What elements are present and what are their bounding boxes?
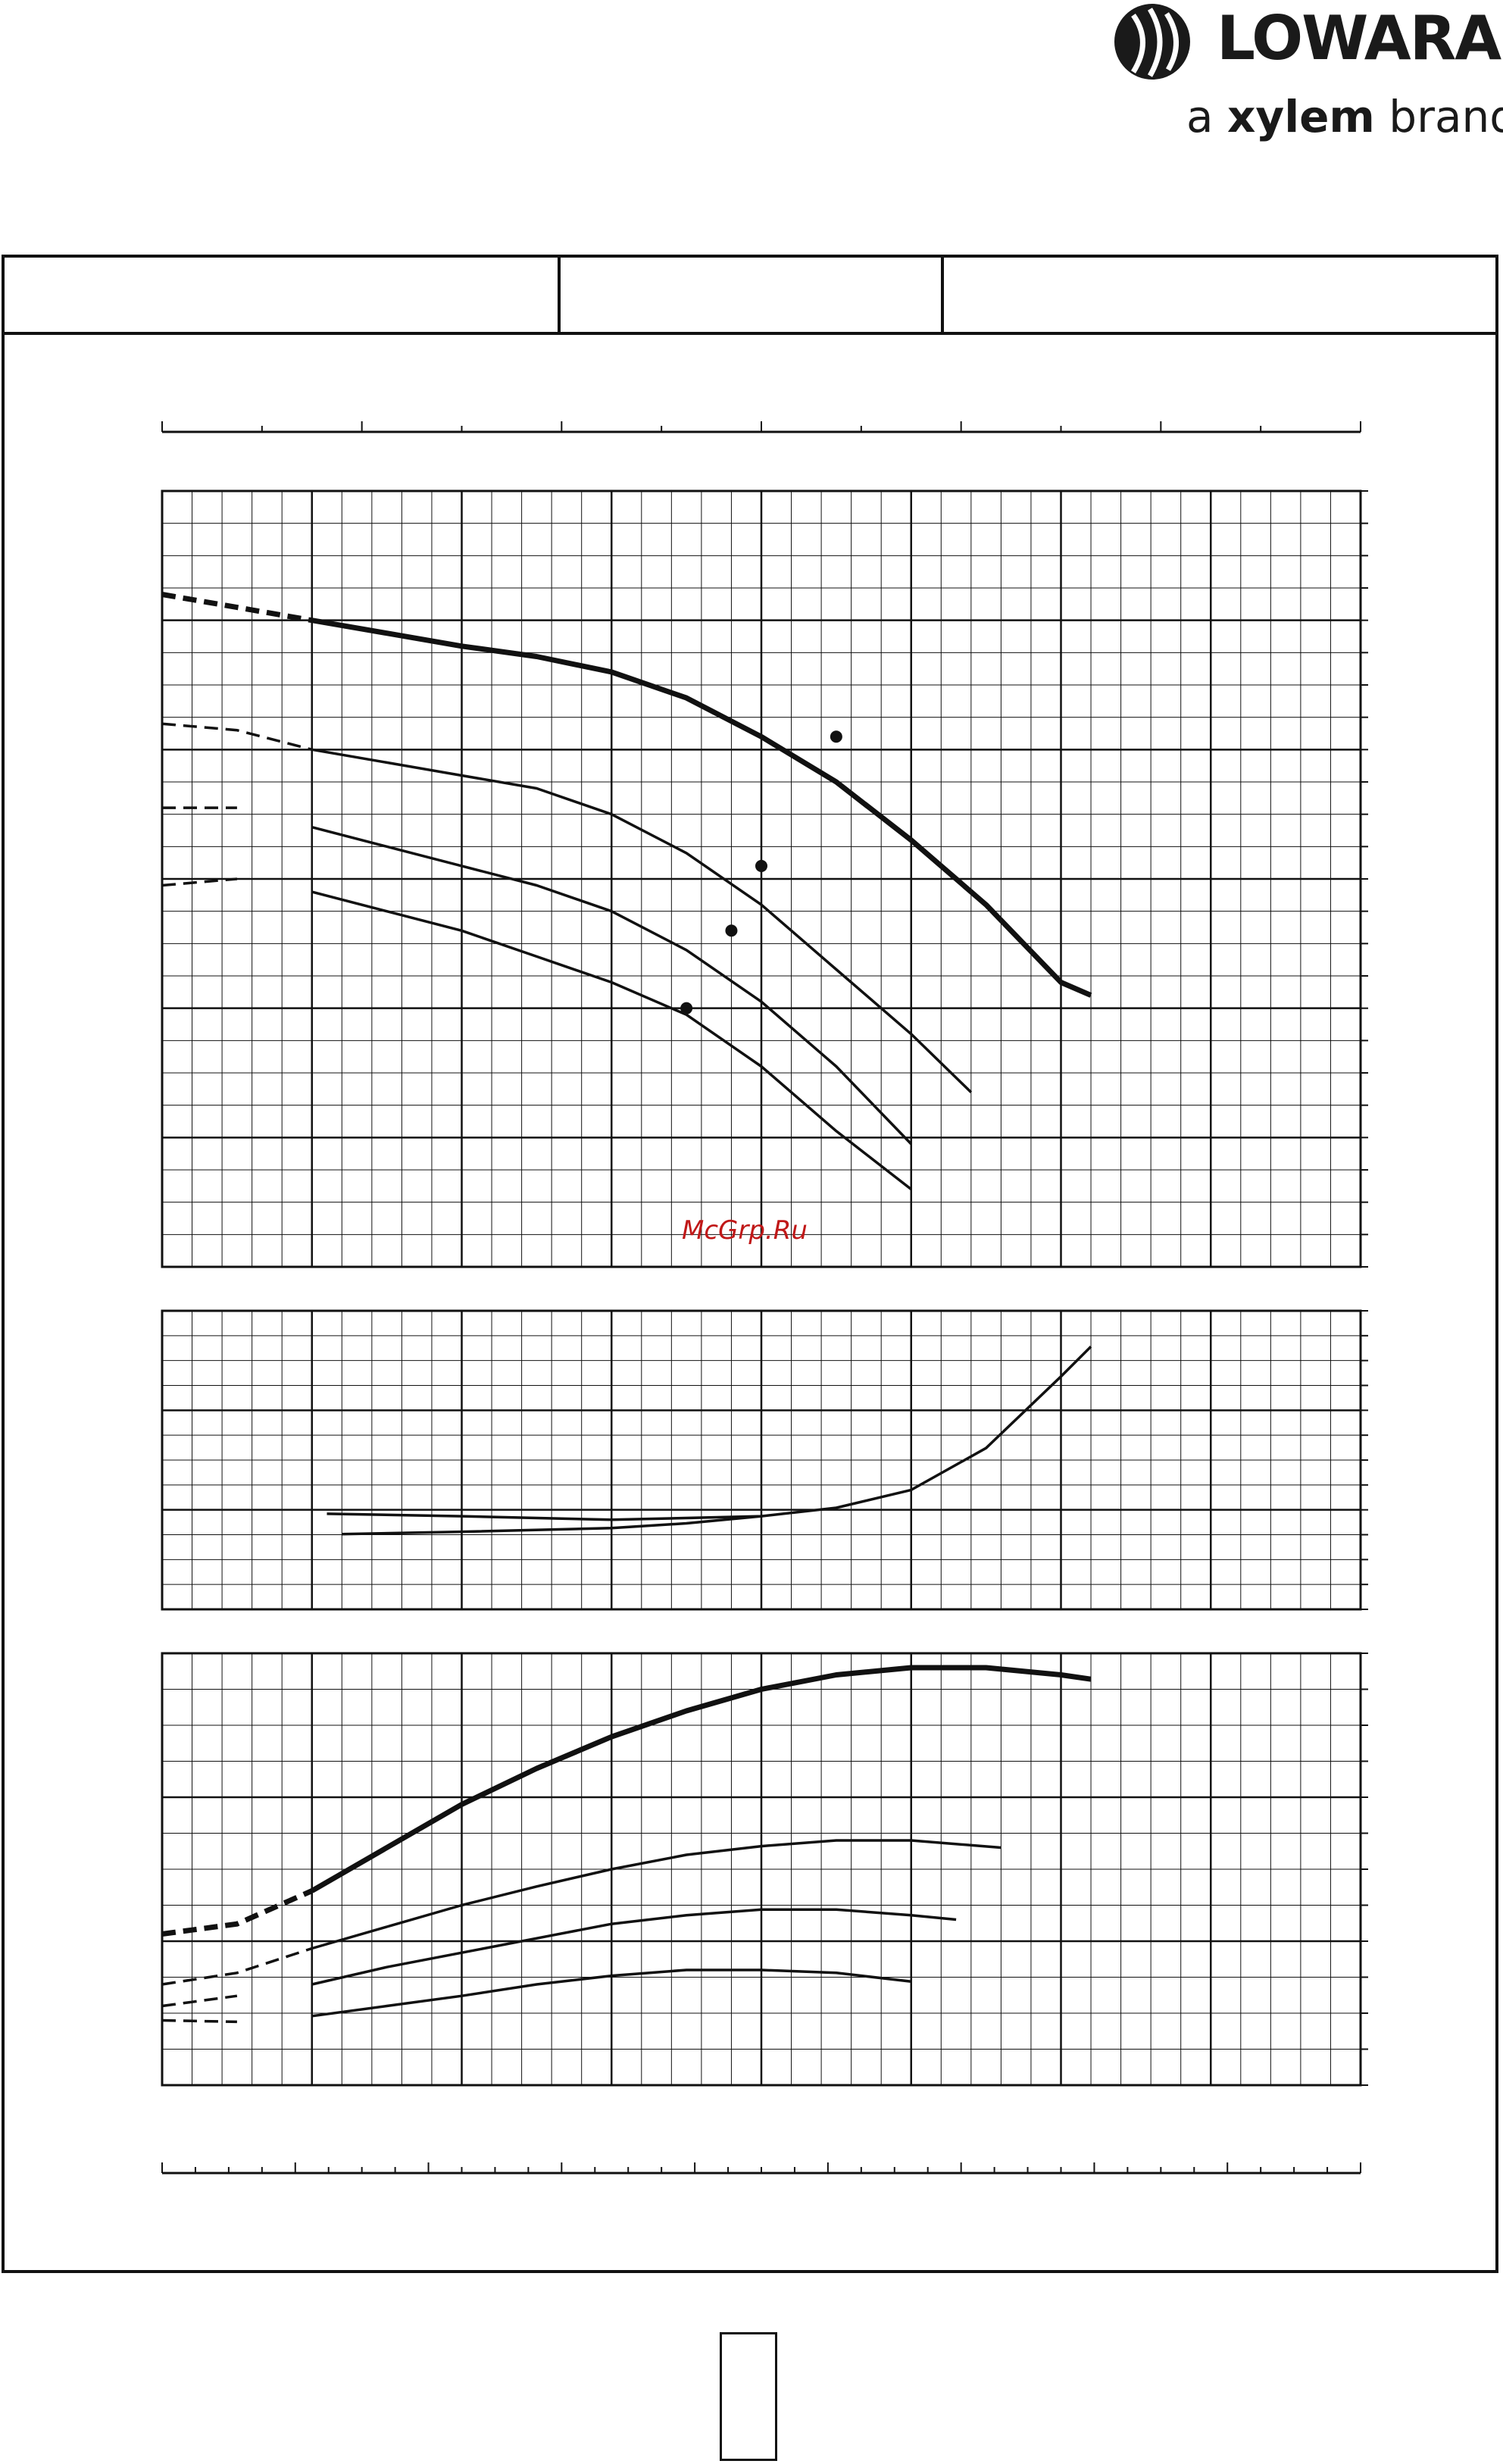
power-series-2-dashed [161, 1994, 238, 2008]
operating-point-2 [725, 924, 738, 937]
tagline-brand: xylem [1226, 91, 1375, 142]
operating-point-3 [680, 1002, 693, 1015]
operating-point-0 [830, 730, 842, 743]
npsh-series-1 [342, 1515, 762, 1536]
header-divider [2, 332, 1498, 335]
page-number-box [720, 2332, 777, 2461]
power-series-0 [311, 1665, 1092, 1893]
power-series-0-dashed [161, 1888, 314, 1937]
head-series-0 [311, 618, 1092, 998]
watermark: McGrp.Ru [682, 1215, 808, 1246]
brand-tagline: a xylem brand [1186, 91, 1503, 142]
operating-point-1 [755, 859, 767, 872]
head-series-1-dashed [161, 722, 313, 751]
power-series-1 [311, 1839, 1001, 1950]
tagline-prefix: a [1186, 91, 1214, 142]
curve-sheet-frame [2, 255, 1498, 2273]
brand-name: LOWARA [1217, 3, 1501, 73]
power-series-3-dashed [161, 2018, 237, 2024]
head-series-3-dashed [161, 877, 238, 887]
power-series-1-dashed [161, 1946, 313, 1986]
head-series-1 [311, 748, 973, 1093]
power-series-3 [311, 1968, 912, 2018]
head-series-3 [311, 890, 912, 1190]
head-series-2 [311, 826, 913, 1146]
tagline-suffix: brand [1389, 91, 1503, 142]
head-series-0-dashed [161, 592, 313, 624]
brand-logo: LOWARA a xylem brand [1111, 0, 1503, 152]
npsh-series-0 [327, 1346, 1092, 1521]
lowara-drop-icon [1114, 4, 1190, 80]
power-series-2 [311, 1908, 957, 1986]
header-cell-divider-1 [558, 255, 561, 333]
header-cell-divider-2 [941, 255, 944, 333]
